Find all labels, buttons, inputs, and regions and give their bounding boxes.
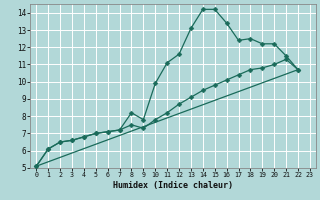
X-axis label: Humidex (Indice chaleur): Humidex (Indice chaleur): [113, 181, 233, 190]
